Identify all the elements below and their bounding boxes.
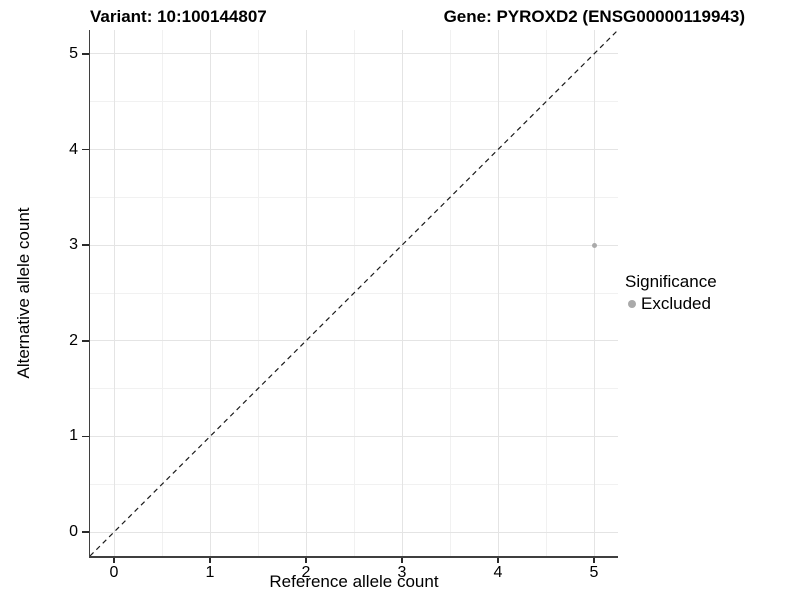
legend-title: Significance — [625, 272, 717, 291]
x-tick-mark — [305, 557, 307, 563]
plot-title-gene: Gene: PYROXD2 (ENSG00000119943) — [443, 7, 745, 26]
gridline-major-horizontal — [90, 340, 618, 342]
x-tick-label: 2 — [301, 564, 311, 581]
legend-item-excluded: Excluded — [628, 294, 717, 314]
x-tick-mark — [497, 557, 499, 563]
x-tick-label: 4 — [493, 564, 503, 581]
gridline-major-vertical — [305, 30, 307, 556]
x-tick-mark — [593, 557, 595, 563]
gridline-major-horizontal — [90, 149, 618, 151]
y-tick-mark — [82, 244, 89, 246]
gridline-minor-horizontal — [90, 101, 618, 103]
data-point — [591, 242, 597, 248]
gridline-major-vertical — [113, 30, 115, 556]
y-tick-mark — [82, 53, 89, 55]
gridline-minor-horizontal — [90, 388, 618, 390]
x-axis-line — [88, 556, 618, 558]
identity-dashed-line — [89, 29, 619, 557]
gridline-minor-horizontal — [90, 483, 618, 485]
plot-title-row: Variant: 10:100144807 Gene: PYROXD2 (ENS… — [0, 7, 800, 29]
y-tick-mark — [82, 531, 89, 533]
plot-title-variant: Variant: 10:100144807 — [90, 7, 267, 26]
gridline-major-horizontal — [90, 435, 618, 437]
plot-panel — [89, 29, 619, 557]
gridline-major-vertical — [401, 30, 403, 556]
gridline-major-vertical — [593, 30, 595, 556]
x-tick-label: 0 — [109, 564, 119, 581]
x-tick-mark — [113, 557, 115, 563]
x-tick-label: 3 — [397, 564, 407, 581]
y-tick-mark — [82, 340, 89, 342]
y-tick-label: 1 — [69, 427, 78, 445]
gridline-major-vertical — [209, 30, 211, 556]
legend-dot-icon — [628, 300, 636, 308]
x-tick-mark — [401, 557, 403, 563]
y-axis-line — [88, 30, 90, 558]
y-tick-label: 2 — [69, 331, 78, 349]
x-axis-title: Reference allele count — [269, 572, 439, 591]
y-tick-mark — [82, 435, 89, 438]
y-tick-mark — [82, 148, 89, 151]
gridline-major-horizontal — [90, 531, 618, 533]
y-tick-label: 4 — [69, 140, 78, 158]
x-tick-mark — [209, 557, 211, 563]
x-tick-label: 5 — [589, 564, 599, 581]
gridline-major-vertical — [497, 30, 499, 556]
y-tick-label: 0 — [69, 523, 78, 541]
x-tick-label: 1 — [205, 564, 215, 581]
gridline-major-horizontal — [90, 244, 618, 246]
y-tick-label: 5 — [69, 44, 78, 62]
legend: Significance Excluded — [625, 272, 717, 314]
legend-item-label: Excluded — [641, 294, 711, 313]
y-axis-title: Alternative allele count — [14, 207, 33, 379]
gridline-minor-horizontal — [90, 196, 618, 198]
y-tick-label: 3 — [69, 236, 78, 254]
gridline-major-horizontal — [90, 53, 618, 55]
